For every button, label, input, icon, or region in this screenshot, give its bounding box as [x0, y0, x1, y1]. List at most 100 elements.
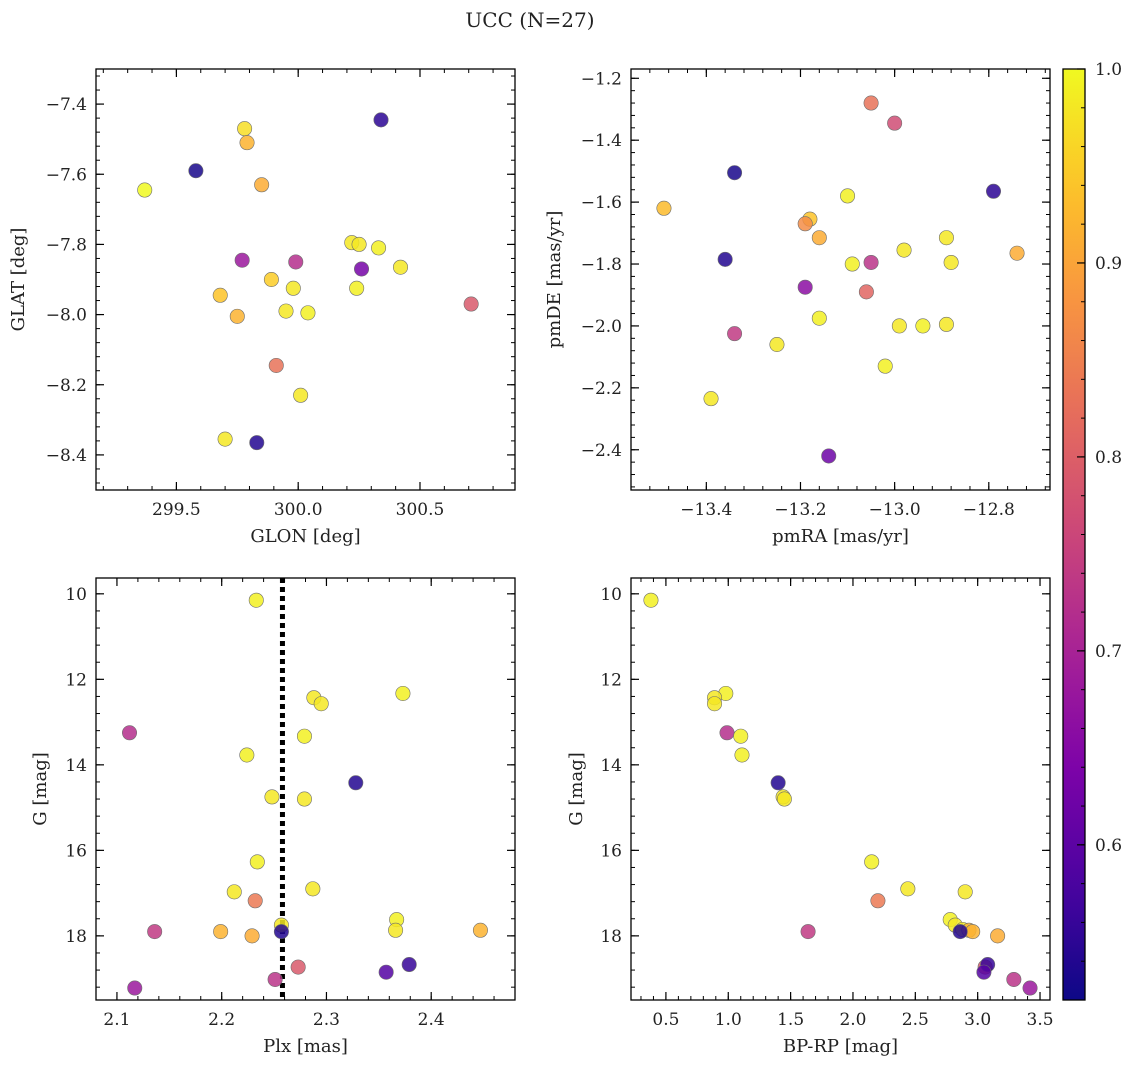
scatter-point — [891, 318, 907, 334]
y-tick-label: −2.2 — [581, 379, 622, 399]
scatter-point — [864, 854, 880, 870]
scatter-point — [147, 924, 163, 940]
x-tick-label: 0.5 — [652, 1010, 679, 1030]
scatter-point — [1022, 980, 1038, 996]
scatter-point — [1009, 245, 1025, 261]
scatter-point — [213, 924, 229, 940]
colorbar: 0.6 0.7 0.8 0.9 1.0 — [1062, 60, 1122, 1001]
scatter-point — [305, 881, 321, 897]
scatter-point — [249, 854, 265, 870]
scatter-point — [388, 922, 404, 938]
scatter-point — [1006, 971, 1022, 987]
scatter-point — [296, 728, 312, 744]
scatter-point — [212, 287, 228, 303]
y-tick-label: −1.8 — [581, 255, 622, 275]
y-tick-label: −1.6 — [581, 193, 622, 213]
y-tick-label: 16 — [65, 841, 87, 861]
scatter-point — [254, 177, 270, 193]
y-tick-label: −2.0 — [581, 317, 622, 337]
sky-position-panel: 299.5 300.0 300.5 −7.4 −7.6 −7.8 −8.0 −8.2 −8.4 G… — [8, 68, 516, 547]
scatter-point — [719, 725, 735, 741]
scatter-point — [229, 308, 245, 324]
scatter-point — [900, 881, 916, 897]
figure-title: UCC (N=27) — [465, 8, 594, 32]
scatter-point — [943, 254, 959, 270]
scatter-point — [290, 959, 306, 975]
x-tick-label: 2.3 — [313, 1010, 340, 1030]
y-axis-label: pmDE [mas/yr] — [544, 211, 565, 349]
scatter-point — [237, 121, 253, 137]
scatter-point — [122, 725, 138, 741]
scatter-point — [234, 252, 250, 268]
y-tick-label: 12 — [65, 670, 87, 690]
scatter-point — [938, 230, 954, 246]
y-tick-label: 10 — [65, 585, 87, 605]
scatter-point — [717, 251, 733, 267]
scatter-point — [990, 928, 1006, 944]
scatter-point — [472, 922, 488, 938]
scatter-point — [313, 696, 329, 712]
y-tick-label: 18 — [65, 927, 87, 947]
plot-frame — [630, 68, 1051, 491]
y-tick-label: −7.8 — [46, 235, 87, 255]
scatter-points — [137, 112, 479, 451]
scatter-point — [643, 592, 659, 608]
scatter-point — [776, 791, 792, 807]
x-axis-label: BP-RP [mag] — [783, 1036, 898, 1057]
scatter-point — [844, 256, 860, 272]
y-tick-label: −2.4 — [581, 441, 622, 461]
scatter-point — [896, 242, 912, 258]
x-tick-label: −13.2 — [774, 500, 826, 520]
colorbar-tick-label: 0.7 — [1095, 642, 1122, 662]
y-tick-label: 12 — [600, 670, 622, 690]
y-tick-label: −8.4 — [46, 446, 87, 466]
scatter-point — [797, 216, 813, 232]
scatter-point — [226, 884, 242, 900]
scatter-point — [727, 326, 743, 342]
x-tick-label: 1.5 — [777, 1010, 804, 1030]
scatter-point — [247, 893, 263, 909]
scatter-point — [217, 431, 233, 447]
y-tick-label: −8.0 — [46, 306, 87, 326]
scatter-points — [122, 578, 488, 1000]
scatter-point — [373, 112, 389, 128]
scatter-point — [267, 971, 283, 987]
scatter-point — [249, 435, 265, 451]
scatter-point — [285, 280, 301, 296]
scatter-points — [656, 95, 1025, 464]
plot-frame — [630, 577, 1051, 1001]
y-tick-label: −1.2 — [581, 69, 622, 89]
y-tick-label: −7.6 — [46, 165, 87, 185]
y-axis-label: G [mag] — [30, 752, 51, 825]
scatter-point — [858, 284, 874, 300]
y-tick-label: −1.4 — [581, 131, 622, 151]
x-tick-label: 1.0 — [715, 1010, 742, 1030]
scatter-point — [863, 95, 879, 111]
scatter-point — [278, 303, 294, 319]
scatter-point — [239, 135, 255, 151]
scatter-point — [769, 337, 785, 353]
x-tick-label: 2.2 — [208, 1010, 235, 1030]
proper-motion-panel: −13.4 −13.2 −13.0 −12.8 −1.2 −1.4 −1.6 −1.8 −2.0… — [544, 68, 1051, 547]
x-tick-label: 2.0 — [839, 1010, 866, 1030]
scatter-point — [371, 240, 387, 256]
y-tick-label: −8.2 — [46, 376, 87, 396]
scatter-point — [137, 182, 153, 198]
scatter-point — [348, 775, 364, 791]
y-tick-label: 16 — [600, 841, 622, 861]
scatter-point — [957, 884, 973, 900]
scatter-point — [288, 254, 304, 270]
scatter-point — [703, 391, 719, 407]
x-axis-label: Plx [mas] — [263, 1036, 348, 1057]
scatter-point — [354, 261, 370, 277]
scatter-point — [264, 789, 280, 805]
color-magnitude-panel: 0.5 1.0 1.5 2.0 2.5 3.0 3.5 10 12 14 16 18 BP-RP [ma… — [566, 577, 1054, 1057]
scatter-point — [248, 592, 264, 608]
y-axis-label: G [mag] — [566, 752, 587, 825]
scatter-point — [986, 183, 1002, 199]
colorbar-tick-label: 0.6 — [1095, 836, 1122, 856]
scatter-point — [863, 254, 879, 270]
scatter-point — [811, 230, 827, 246]
scatter-point — [727, 165, 743, 181]
